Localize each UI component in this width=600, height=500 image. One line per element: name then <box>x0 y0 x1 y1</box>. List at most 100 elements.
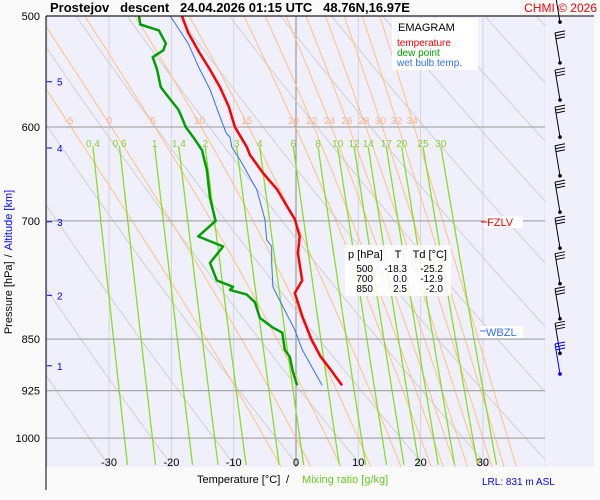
barb-station <box>558 316 562 321</box>
dry-adiabat-line <box>46 46 362 466</box>
theta-w-label: 26 <box>341 116 353 127</box>
altitude-tick-label: 5 <box>57 78 63 89</box>
table-cell: -2.0 <box>426 284 444 295</box>
values-table-box <box>345 245 451 296</box>
wbzl-box <box>480 326 523 338</box>
theta-w-label: 15 <box>241 116 253 127</box>
dry-adiabat-line <box>484 16 545 84</box>
barb-staff <box>554 323 561 354</box>
pressure-tick-label: 925 <box>22 386 40 398</box>
axis-separator: / <box>3 253 15 257</box>
barb-feather <box>554 251 566 255</box>
theta-w-label: 22 <box>306 116 318 127</box>
plot-background <box>46 16 594 467</box>
wind-barb <box>554 286 566 321</box>
table-cell: -25.2 <box>420 264 443 275</box>
mixing-ratio-line <box>154 146 194 465</box>
barb-feather <box>555 218 566 222</box>
altitude-tick-label: 2 <box>57 291 63 302</box>
dry-adiabat-line <box>280 16 545 328</box>
mixing-ratio-axis-title: Mixing ratio [g/kg] <box>302 474 388 486</box>
legend-temperature: temperature <box>397 38 451 49</box>
theta-w-label: 30 <box>375 116 387 127</box>
barb-feather <box>555 146 566 150</box>
mixing-ratio-label: 4 <box>257 139 263 150</box>
moist-adiabat-line <box>84 16 342 467</box>
x-axis-title: Temperature [°C] <box>197 474 280 486</box>
temperature-tick-label: 30 <box>477 457 489 469</box>
barb-station <box>558 61 562 65</box>
wind-barb <box>554 251 566 286</box>
mixing-ratio-line <box>367 146 420 466</box>
mixing-ratio-line <box>337 146 388 465</box>
dry-adiabat-line <box>331 16 545 264</box>
mixing-ratio-label: 0.6 <box>113 139 127 150</box>
wind-barb <box>554 320 566 356</box>
legend-wet-bulb: wet bulb temp. <box>396 58 462 69</box>
barb-feather <box>554 67 566 71</box>
table-cell: 2.5 <box>393 284 407 295</box>
barb-staff <box>554 218 561 249</box>
theta-w-label: 10 <box>194 116 206 127</box>
barb-staff <box>554 182 561 213</box>
table-header-t: T <box>395 249 402 261</box>
table-header-td: Td [°C] <box>413 249 447 261</box>
barb-feather <box>555 289 566 293</box>
mixing-ratio-label: 20 <box>396 139 408 150</box>
mixing-ratio-line <box>235 146 280 465</box>
mixing-ratio-label: 1 <box>152 139 158 150</box>
table-cell: 500 <box>356 264 373 275</box>
theta-w-label: 0 <box>106 116 112 127</box>
wind-barb <box>554 179 566 214</box>
y-axis-title: Pressure [hPa] / Altitude [km] <box>3 190 15 334</box>
barb-staff <box>554 288 561 319</box>
barb-feather <box>554 143 566 147</box>
temperature-tick-label: 0 <box>293 457 299 469</box>
barb-feather <box>555 221 566 225</box>
barb-feather <box>555 292 566 296</box>
temperature-line <box>180 15 344 387</box>
copyright: CHMI © 2026 <box>524 1 597 15</box>
barb-feather <box>554 215 566 219</box>
theta-w-label: 28 <box>358 116 370 127</box>
mixing-ratio-label: 1.4 <box>172 139 186 150</box>
barb-feather <box>555 326 566 330</box>
wind-barb <box>555 0 562 24</box>
mixing-ratio-line <box>118 146 157 465</box>
moist-adiabat-line <box>379 16 517 467</box>
barb-station <box>558 135 562 139</box>
mixing-ratio-label: 3 <box>234 139 240 150</box>
pressure-tick-label: 850 <box>22 334 40 346</box>
altitude-tick-label: 1 <box>57 362 63 373</box>
temperature-tick-label: -20 <box>163 457 179 469</box>
legend-box <box>392 18 478 70</box>
dry-adiabat-line <box>46 287 172 466</box>
dry-adiabat-line <box>126 16 488 466</box>
barb-feather <box>555 36 566 40</box>
barb-station <box>558 173 562 178</box>
dry-adiabat-line <box>535 16 545 27</box>
mixing-ratio-line <box>440 146 498 466</box>
mixing-ratio-line <box>353 146 405 466</box>
pressure-tick-label: 1000 <box>16 433 40 445</box>
mixing-ratio-line <box>178 146 219 465</box>
theta-w-label: 24 <box>324 116 336 127</box>
barb-feather <box>554 30 566 34</box>
wind-barb <box>554 341 566 376</box>
temperature-tick-label: 10 <box>352 457 364 469</box>
mixing-ratio-line <box>401 146 456 466</box>
barb-feather <box>555 323 566 327</box>
mixing-ratio-label: 10 <box>332 139 344 150</box>
barb-station <box>558 20 562 24</box>
barb-staff <box>554 107 561 138</box>
theta-w-label: -5 <box>65 116 74 127</box>
theta-w-label: 20 <box>288 116 300 127</box>
wind-barb <box>554 104 566 139</box>
fzlv-box <box>485 216 523 228</box>
moist-adiabat-line <box>134 16 372 467</box>
temperature-tick-label: 20 <box>414 457 426 469</box>
mixing-ratio-label: 17 <box>381 139 393 150</box>
mixing-ratio-label: 6 <box>291 139 297 150</box>
x-axis-separator: / <box>286 474 290 486</box>
barb-feather <box>555 107 566 111</box>
